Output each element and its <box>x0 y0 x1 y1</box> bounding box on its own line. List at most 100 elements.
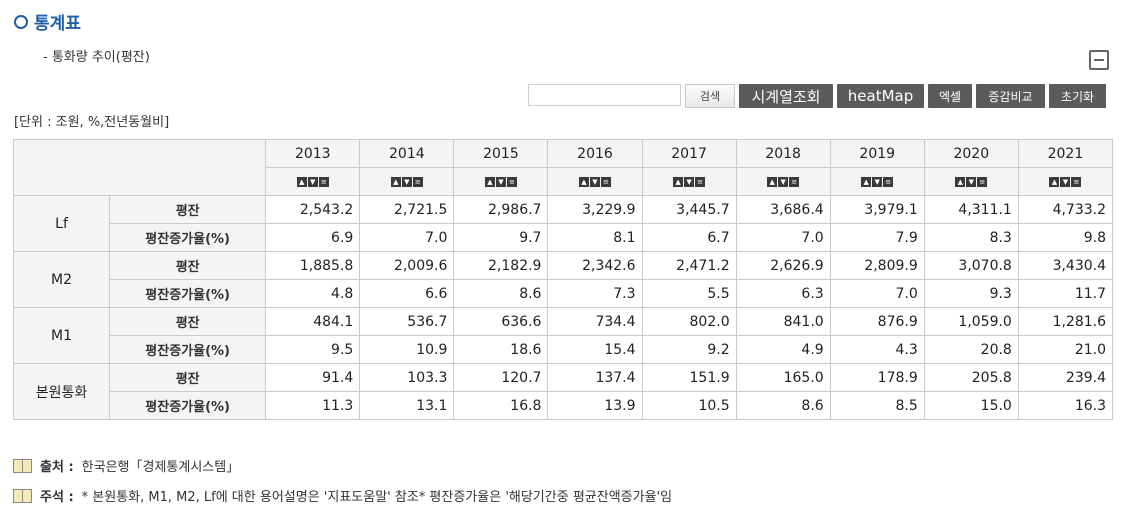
sort-up-icon[interactable]: ▲ <box>673 176 684 187</box>
table-cell: 1,281.6 <box>1017 307 1114 336</box>
sort-down-icon[interactable]: ▼ <box>778 176 789 187</box>
menu-icon[interactable]: ≡ <box>600 176 611 187</box>
reset-button[interactable]: 초기화 <box>1049 84 1106 108</box>
table-cell: 5.5 <box>641 279 737 308</box>
sort-button-group: ▲ ▼ ≡ <box>296 176 329 187</box>
sort-down-icon[interactable]: ▼ <box>966 176 977 187</box>
sort-button-group: ▲ ▼ ≡ <box>955 176 988 187</box>
table-cell: 7.9 <box>829 223 925 252</box>
table-cell: 91.4 <box>265 363 361 392</box>
table-cell: 841.0 <box>735 307 831 336</box>
table-cell: 4.3 <box>829 335 925 364</box>
sort-up-icon[interactable]: ▲ <box>861 176 872 187</box>
sort-controls: ▲ ▼ ≡ <box>547 167 643 196</box>
book-icon <box>13 458 32 473</box>
menu-icon[interactable]: ≡ <box>883 176 894 187</box>
table-cell: 2,471.2 <box>641 251 737 280</box>
sort-controls: ▲ ▼ ≡ <box>923 167 1019 196</box>
table-cell: 4,311.1 <box>923 195 1019 224</box>
table-cell: 3,445.7 <box>641 195 737 224</box>
table-cell: 9.7 <box>453 223 549 252</box>
table-cell: 9.2 <box>641 335 737 364</box>
table-cell: 484.1 <box>265 307 361 336</box>
sort-up-icon[interactable]: ▲ <box>484 176 495 187</box>
menu-icon[interactable]: ≡ <box>506 176 517 187</box>
year-header: 2019 <box>829 139 925 168</box>
table-cell: 120.7 <box>453 363 549 392</box>
row-label: 평잔 <box>109 307 267 336</box>
table-corner <box>12 139 267 196</box>
collapse-minus-icon[interactable] <box>1089 50 1109 70</box>
sort-row: ▲ ▼ ≡ ▲ ▼ ≡ ▲ ▼ ≡ ▲ ▼ ≡ ▲ ▼ ≡ ▲ ▼ ≡ ▲ ▼ ≡ ▲ ▼ ≡ ▲ ▼ ≡ <box>14 167 1114 196</box>
year-header: 2014 <box>359 139 455 168</box>
table-cell: 10.9 <box>359 335 455 364</box>
book-icon <box>13 488 32 503</box>
search-button[interactable]: 검색 <box>685 84 735 108</box>
table-cell: 13.9 <box>547 391 643 420</box>
source-note: 출처 : 한국은행「경제통계시스템」 <box>13 456 239 475</box>
sort-up-icon[interactable]: ▲ <box>296 176 307 187</box>
search-input[interactable] <box>528 84 681 106</box>
menu-icon[interactable]: ≡ <box>412 176 423 187</box>
sort-down-icon[interactable]: ▼ <box>401 176 412 187</box>
row-label: 평잔 <box>109 251 267 280</box>
row-label: 평잔 <box>109 363 267 392</box>
year-header: 2018 <box>735 139 831 168</box>
sort-down-icon[interactable]: ▼ <box>589 176 600 187</box>
table-cell: 16.8 <box>453 391 549 420</box>
sort-up-icon[interactable]: ▲ <box>390 176 401 187</box>
sort-button-group: ▲ ▼ ≡ <box>1049 176 1082 187</box>
table-cell: 15.0 <box>923 391 1019 420</box>
table-cell: 11.3 <box>265 391 361 420</box>
menu-icon[interactable]: ≡ <box>789 176 800 187</box>
sort-up-icon[interactable]: ▲ <box>955 176 966 187</box>
timeseries-button[interactable]: 시계열조회 <box>739 84 833 108</box>
table-cell: 3,979.1 <box>829 195 925 224</box>
group-label: Lf <box>12 195 111 252</box>
table-row: 본원통화 평잔 91.4 103.3 120.7 137.4 151.9 165.0 178.9… <box>12 363 1114 420</box>
table-cell: 18.6 <box>453 335 549 364</box>
menu-icon[interactable]: ≡ <box>1071 176 1082 187</box>
sort-button-group: ▲ ▼ ≡ <box>861 176 894 187</box>
sort-up-icon[interactable]: ▲ <box>578 176 589 187</box>
table-cell: 876.9 <box>829 307 925 336</box>
menu-icon[interactable]: ≡ <box>318 176 329 187</box>
sort-up-icon[interactable]: ▲ <box>1049 176 1060 187</box>
table-cell: 16.3 <box>1017 391 1114 420</box>
table-cell: 734.4 <box>547 307 643 336</box>
table-row: Lf 평잔 2,543.2 2,721.5 2,986.7 3,229.9 3,445.7 3… <box>12 195 1114 252</box>
excel-button[interactable]: 엑셀 <box>928 84 972 108</box>
row-label: 평잔증가율(%) <box>109 335 267 364</box>
table-cell: 6.9 <box>265 223 361 252</box>
table-cell: 7.0 <box>829 279 925 308</box>
group-label: 본원통화 <box>12 363 111 420</box>
year-header: 2015 <box>453 139 549 168</box>
table-cell: 205.8 <box>923 363 1019 392</box>
compare-button[interactable]: 증감비교 <box>976 84 1045 108</box>
table-cell: 2,543.2 <box>265 195 361 224</box>
heatmap-button[interactable]: heatMap <box>837 84 924 108</box>
sort-button-group: ▲ ▼ ≡ <box>673 176 706 187</box>
sort-controls: ▲ ▼ ≡ <box>265 167 361 196</box>
sort-down-icon[interactable]: ▼ <box>684 176 695 187</box>
menu-icon[interactable]: ≡ <box>695 176 706 187</box>
table-cell: 4.8 <box>265 279 361 308</box>
sort-down-icon[interactable]: ▼ <box>872 176 883 187</box>
table-cell: 8.1 <box>547 223 643 252</box>
row-label: 평잔증가율(%) <box>109 279 267 308</box>
table-cell: 9.8 <box>1017 223 1114 252</box>
sort-up-icon[interactable]: ▲ <box>767 176 778 187</box>
sort-down-icon[interactable]: ▼ <box>1060 176 1071 187</box>
table-cell: 165.0 <box>735 363 831 392</box>
sort-down-icon[interactable]: ▼ <box>495 176 506 187</box>
table-cell: 8.6 <box>735 391 831 420</box>
table-cell: 178.9 <box>829 363 925 392</box>
year-header: 2016 <box>547 139 643 168</box>
table-cell: 4.9 <box>735 335 831 364</box>
table-row: 평잔증가율(%) 9.5 10.9 18.6 15.4 9.2 4.9 4.3 20.8 21.0 <box>14 335 1114 364</box>
table-cell: 239.4 <box>1017 363 1114 392</box>
sort-controls: ▲ ▼ ≡ <box>829 167 925 196</box>
sort-down-icon[interactable]: ▼ <box>307 176 318 187</box>
table-cell: 7.0 <box>359 223 455 252</box>
menu-icon[interactable]: ≡ <box>977 176 988 187</box>
